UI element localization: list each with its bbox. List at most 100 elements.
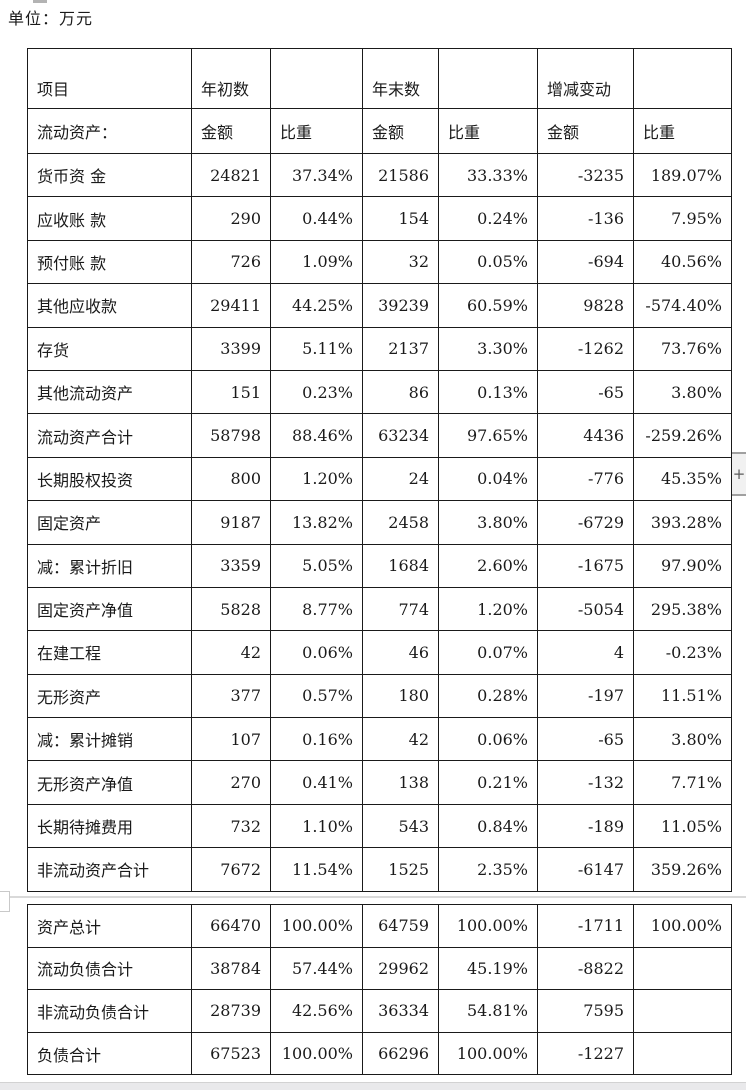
cell-change-amount: -3235: [537, 152, 634, 198]
cell-change-amount: -65: [537, 369, 634, 415]
cell-end-ratio: 3.80%: [438, 500, 538, 545]
header-sub-row: 流动资产： 金额 比重 金额 比重 金额 比重: [27, 108, 732, 154]
cell-end-ratio: 97.65%: [438, 413, 538, 458]
cell-change-ratio: 7.95%: [633, 196, 732, 241]
cell-change-amount: -189: [537, 803, 634, 849]
table-row: 资产总计 66470 100.00% 64759 100.00% -1711 1…: [27, 904, 732, 948]
assets-table-body: 货币资 金 24821 37.34% 21586 33.33% -3235 18…: [27, 152, 732, 892]
cell-change-amount: 4436: [537, 413, 634, 458]
row-label: 无形资产: [27, 673, 192, 719]
cell-change-ratio: 100.00%: [633, 904, 732, 948]
row-label: 长期待摊费用: [27, 803, 192, 849]
table-row: 流动负债合计 38784 57.44% 29962 45.19% -8822: [27, 946, 732, 991]
cell-end-amount: 32: [362, 239, 439, 285]
cell-change-ratio: 73.76%: [633, 326, 732, 371]
table-row: 应收账 款 290 0.44% 154 0.24% -136 7.95%: [27, 196, 732, 241]
cell-begin-ratio: 11.54%: [270, 847, 363, 892]
table-row: 非流动负债合计 28739 42.56% 36334 54.81% 7595: [27, 989, 732, 1033]
cell-begin-amount: 290: [191, 196, 271, 241]
cell-begin-amount: 732: [191, 803, 271, 849]
table-row: 长期待摊费用 732 1.10% 543 0.84% -189 11.05%: [27, 803, 732, 849]
cell-begin-ratio: 42.56%: [270, 989, 363, 1033]
row-label: 预付账 款: [27, 239, 192, 285]
cell-end-ratio: 2.60%: [438, 543, 538, 588]
cell-end-ratio: 0.04%: [438, 456, 538, 502]
totals-table: 资产总计 66470 100.00% 64759 100.00% -1711 1…: [27, 904, 732, 1076]
totals-table-body: 资产总计 66470 100.00% 64759 100.00% -1711 1…: [27, 904, 732, 1076]
header-begin-spacer: [270, 48, 363, 109]
cell-change-ratio: [633, 946, 732, 991]
cell-end-amount: 42: [362, 717, 439, 762]
cell-begin-amount: 66470: [191, 904, 271, 948]
cell-begin-amount: 726: [191, 239, 271, 285]
cell-change-amount: -136: [537, 196, 634, 241]
table-row: 流动资产合计 58798 88.46% 63234 97.65% 4436 -2…: [27, 413, 732, 458]
cell-end-ratio: 100.00%: [438, 1031, 538, 1076]
row-label: 货币资 金: [27, 152, 192, 198]
cell-end-amount: 86: [362, 369, 439, 415]
row-label: 资产总计: [27, 904, 192, 948]
cell-change-ratio: 11.05%: [633, 803, 732, 849]
row-label: 流动负债合计: [27, 946, 192, 991]
cell-change-amount: 7595: [537, 989, 634, 1033]
cell-change-amount: -65: [537, 717, 634, 762]
cell-end-ratio: 0.07%: [438, 630, 538, 675]
header-begin-amount: 金额: [191, 108, 271, 154]
table-row: 减：累计折旧 3359 5.05% 1684 2.60% -1675 97.90…: [27, 543, 732, 588]
cell-begin-ratio: 5.11%: [270, 326, 363, 371]
header-current-assets: 流动资产：: [27, 108, 192, 154]
cell-begin-amount: 28739: [191, 989, 271, 1033]
header-item: 项目: [27, 48, 192, 109]
cell-change-ratio: [633, 1031, 732, 1076]
cell-end-amount: 154: [362, 196, 439, 241]
cell-change-amount: -5054: [537, 586, 634, 632]
cell-end-amount: 29962: [362, 946, 439, 991]
cell-change-ratio: 11.51%: [633, 673, 732, 719]
cell-change-ratio: 7.71%: [633, 760, 732, 805]
header-begin-of-year: 年初数: [191, 48, 271, 109]
cell-end-ratio: 100.00%: [438, 904, 538, 948]
cell-change-ratio: 97.90%: [633, 543, 732, 588]
cell-end-amount: 66296: [362, 1031, 439, 1076]
cell-change-amount: -6729: [537, 500, 634, 545]
cell-change-ratio: 359.26%: [633, 847, 732, 892]
cell-end-amount: 2458: [362, 500, 439, 545]
cell-end-amount: 36334: [362, 989, 439, 1033]
table-expand-handle[interactable]: +: [732, 452, 746, 496]
cell-end-ratio: 1.20%: [438, 586, 538, 632]
cell-begin-amount: 9187: [191, 500, 271, 545]
row-label: 存货: [27, 326, 192, 371]
row-label: 负债合计: [27, 1031, 192, 1076]
cell-begin-ratio: 37.34%: [270, 152, 363, 198]
cell-end-ratio: 0.28%: [438, 673, 538, 719]
row-label: 固定资产净值: [27, 586, 192, 632]
cell-end-ratio: 0.13%: [438, 369, 538, 415]
cell-begin-amount: 151: [191, 369, 271, 415]
header-end-spacer: [438, 48, 538, 109]
page-break-marker[interactable]: [0, 891, 10, 912]
top-tick-mark: [33, 0, 47, 3]
cell-end-amount: 543: [362, 803, 439, 849]
cell-begin-amount: 38784: [191, 946, 271, 991]
table-row: 其他流动资产 151 0.23% 86 0.13% -65 3.80%: [27, 369, 732, 415]
cell-begin-amount: 42: [191, 630, 271, 675]
table-row: 无形资产净值 270 0.41% 138 0.21% -132 7.71%: [27, 760, 732, 805]
row-label: 其他流动资产: [27, 369, 192, 415]
cell-change-ratio: 189.07%: [633, 152, 732, 198]
header-begin-ratio: 比重: [270, 108, 363, 154]
cell-begin-ratio: 1.10%: [270, 803, 363, 849]
cell-end-amount: 21586: [362, 152, 439, 198]
header-end-ratio: 比重: [438, 108, 538, 154]
table-row: 固定资产 9187 13.82% 2458 3.80% -6729 393.28…: [27, 500, 732, 545]
cell-change-amount: -1675: [537, 543, 634, 588]
cell-begin-ratio: 5.05%: [270, 543, 363, 588]
table-row: 负债合计 67523 100.00% 66296 100.00% -1227: [27, 1031, 732, 1076]
cell-begin-amount: 107: [191, 717, 271, 762]
cell-end-amount: 774: [362, 586, 439, 632]
row-label: 非流动资产合计: [27, 847, 192, 892]
cell-end-amount: 1525: [362, 847, 439, 892]
cell-begin-amount: 800: [191, 456, 271, 502]
cell-change-ratio: -259.26%: [633, 413, 732, 458]
cell-end-ratio: 45.19%: [438, 946, 538, 991]
cell-begin-ratio: 13.82%: [270, 500, 363, 545]
